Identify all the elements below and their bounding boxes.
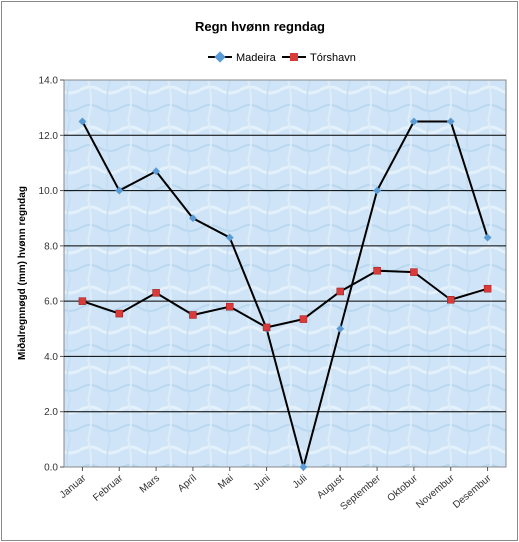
y-tick-label: 12.0 — [39, 131, 59, 142]
y-tick-label: 4.0 — [44, 352, 58, 363]
x-tick-label: September — [338, 472, 383, 512]
series-line-madeira — [81, 120, 489, 468]
y-tick-label: 2.0 — [44, 407, 58, 418]
x-tick-label: Januar — [58, 472, 89, 501]
x-tick-label: August — [315, 473, 346, 502]
legend-label-madeira: Madeira — [236, 52, 277, 64]
data-point — [373, 266, 381, 275]
data-point — [152, 289, 160, 297]
data-point — [78, 117, 87, 126]
data-point — [483, 284, 492, 293]
data-point — [226, 302, 234, 311]
legend-marker-madeira — [214, 51, 226, 63]
legend-marker-torshavn — [290, 53, 298, 61]
data-point — [189, 311, 197, 319]
gridlines — [64, 134, 506, 413]
data-point — [447, 296, 455, 304]
data-point — [78, 297, 87, 305]
x-tick-label: Novembur — [414, 472, 457, 511]
y-tick-label: 0.0 — [44, 463, 58, 474]
y-axis-label: Miðalregnnøgd (mm) hvønn regndag — [16, 186, 28, 360]
x-tick-label: Apríl — [176, 473, 199, 495]
x-tick-label: Mai — [216, 473, 235, 492]
x-tick-label: Oktobur — [386, 472, 421, 504]
data-point — [410, 268, 418, 276]
x-tick-label: Juni — [251, 473, 272, 493]
data-point — [299, 463, 308, 471]
x-axis-ticks: Januar Februar Mars Apríl Mai Juni Juli AugustS… — [58, 467, 494, 513]
legend-label-torshavn: Tórshavn — [310, 52, 356, 64]
x-tick-label: Desembur — [451, 472, 494, 511]
y-tick-label: 10.0 — [39, 186, 59, 197]
data-point — [115, 309, 123, 318]
data-point — [188, 214, 197, 223]
legend: Madeira Tórshavn — [208, 51, 356, 64]
data-point — [262, 323, 271, 332]
x-tick-label: Juli — [291, 473, 310, 491]
data-point — [152, 167, 161, 176]
data-point — [483, 233, 492, 242]
series-group — [78, 117, 492, 471]
series-line-t-rshavn — [82, 269, 488, 329]
x-tick-label: Mars — [138, 473, 162, 496]
data-point — [336, 324, 345, 333]
data-point — [373, 186, 382, 195]
chart-title: Regn hvønn regndag — [195, 19, 325, 34]
data-point — [225, 233, 234, 242]
x-tick-label: Februar — [91, 472, 125, 503]
data-point — [115, 186, 124, 195]
data-point — [336, 287, 344, 296]
plot-area — [63, 79, 507, 468]
y-tick-label: 8.0 — [44, 241, 58, 252]
data-point — [299, 315, 308, 323]
y-axis-ticks: 0.0 2.0 4.0 6.0 8.0 10.0 12.0 14.0 — [39, 76, 64, 474]
y-tick-label: 14.0 — [39, 76, 59, 87]
y-tick-label: 6.0 — [44, 297, 58, 308]
